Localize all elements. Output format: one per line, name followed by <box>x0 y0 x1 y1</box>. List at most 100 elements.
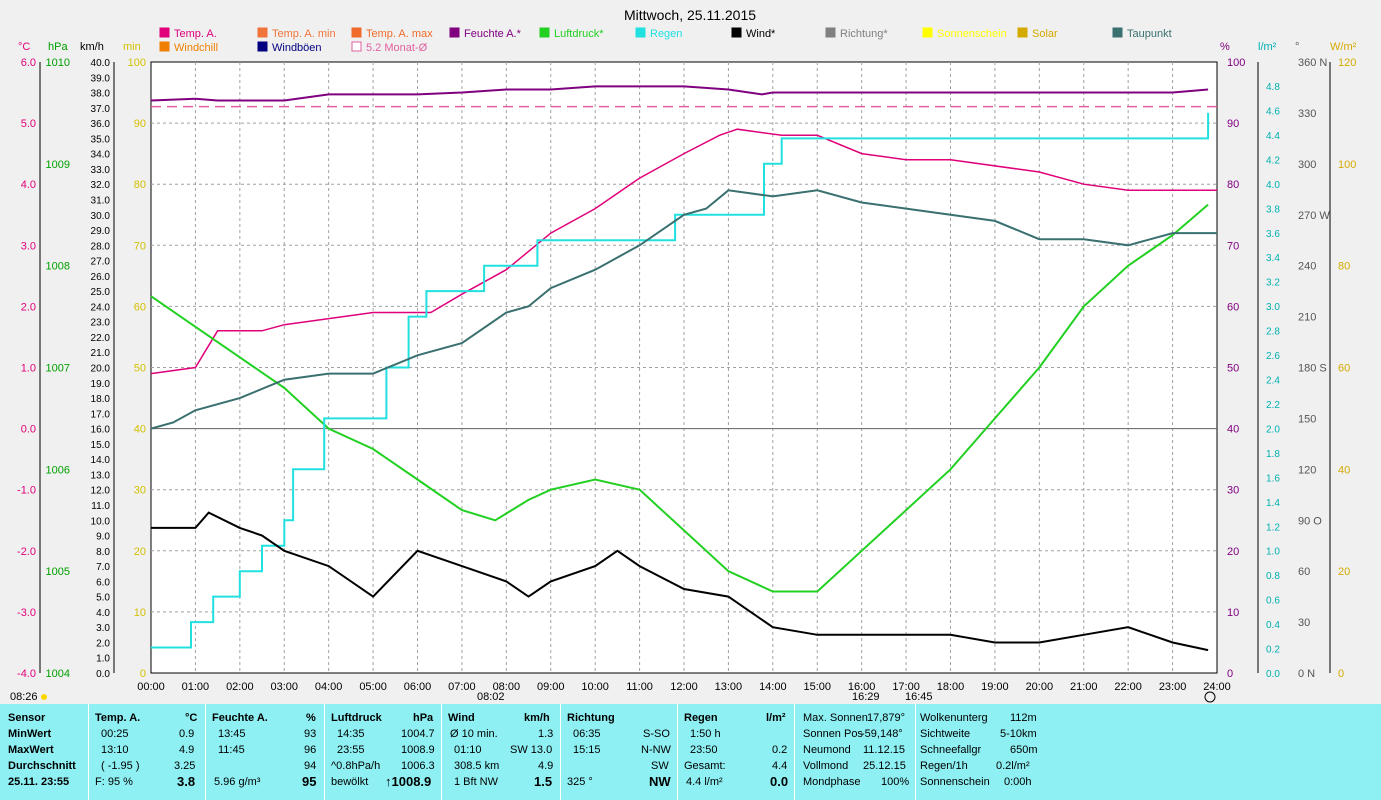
wolkenunterg-value: 112m <box>1010 712 1037 724</box>
wind-axis-tick: 27.0 <box>91 257 111 268</box>
legend-label: Wind* <box>746 28 776 40</box>
legend-label: 5.2 Monat-Ø <box>366 42 428 54</box>
humidity-axis-tick: 80 <box>1227 179 1239 191</box>
sun-axis-tick: 50 <box>134 363 146 375</box>
luftdruck-current-value: ↑1008.9 <box>385 774 432 789</box>
wind-axis-tick: 15.0 <box>91 440 111 451</box>
sun-axis-tick: 90 <box>134 118 146 130</box>
x-tick-label: 19:00 <box>981 681 1009 693</box>
x-tick-label: 11:00 <box>626 681 653 693</box>
x-axis: 00:00 01:00 02:00 03:00 04:00 05:00 06:00 07:00… <box>137 681 1231 693</box>
wind-axis-tick: 31.0 <box>91 195 111 206</box>
legend-label: Temp. A. <box>174 28 217 40</box>
rain-axis-tick: 4.6 <box>1266 106 1280 117</box>
x-tick-label: 08:00 <box>493 681 521 693</box>
wind-axis-tick: 25.0 <box>91 287 111 298</box>
temp-current-note: F: 95 % <box>95 776 133 788</box>
wind-axis-tick: 4.0 <box>96 608 110 619</box>
regen-total-label: Gesamt: <box>684 760 726 772</box>
max-sonnen-label: Max. Sonnen <box>803 712 868 724</box>
vollmond-label: Vollmond <box>803 760 849 772</box>
chart-series <box>150 85 1217 652</box>
luftdruck-avg-value: 1006.3 <box>401 760 435 772</box>
direction-axis-tick: 180 S <box>1298 363 1327 375</box>
legend-label: Richtung* <box>840 28 888 40</box>
x-tick-label: 24:00 <box>1203 681 1231 693</box>
x-tick-label: 13:00 <box>715 681 743 693</box>
solar-axis-tick: 20 <box>1338 566 1350 578</box>
wind-axis-tick: 12.0 <box>91 486 111 497</box>
x-tick-label: 10:00 <box>581 681 609 693</box>
luftdruck-forecast: bewölkt <box>331 776 369 788</box>
sensor-header: Sensor <box>8 712 46 724</box>
direction-axis-tick: 120 <box>1298 464 1316 476</box>
x-tick-label: 18:00 <box>937 681 965 693</box>
misc-column: Wolkenunterg 112m Sichtweite 5-10km Schn… <box>916 704 1038 800</box>
legend-label: Windböen <box>272 42 322 54</box>
rain-axis-tick: 3.4 <box>1266 253 1280 264</box>
direction-axis-tick: 330 <box>1298 108 1316 120</box>
sun-axis-tick: 40 <box>134 424 146 436</box>
rain-axis-tick: 1.6 <box>1266 473 1280 484</box>
legend-swatch <box>1017 27 1028 38</box>
day-end-icon <box>1204 691 1216 703</box>
minwert-label: MinWert <box>8 728 52 740</box>
luftdruck-max-value: 1008.9 <box>401 744 435 756</box>
x-tick-label: 03:00 <box>270 681 298 693</box>
schneefallgr-label: Schneefallgr <box>920 744 982 756</box>
direction-axis-tick: 90 O <box>1298 515 1322 527</box>
mondphase-value: 100% <box>881 776 910 788</box>
legend-label: Windchill <box>174 42 218 54</box>
rain-axis-tick: 1.4 <box>1266 498 1280 509</box>
sonnenschein-value: 0:00h <box>1004 776 1032 788</box>
sonnen-pos-value: -59,148° <box>861 728 903 740</box>
x-tick-label: 20:00 <box>1026 681 1054 693</box>
chart-title: Mittwoch, 25.11.2015 <box>624 7 756 23</box>
regen1h-label: Regen/1h <box>920 760 968 772</box>
legend-label: Luftdruck* <box>554 28 604 40</box>
sun-axis-tick: 100 <box>128 57 146 69</box>
rain-axis-tick: 3.0 <box>1266 302 1280 313</box>
legend-swatch <box>257 27 268 38</box>
rain-axis-tick: 2.6 <box>1266 351 1280 362</box>
unit-celsius: °C <box>18 41 30 53</box>
rain-axis-tick: 1.2 <box>1266 522 1280 533</box>
sichtweite-value: 5-10km <box>1000 728 1037 740</box>
pressure-axis-tick: 1005 <box>46 566 70 578</box>
legend-label: Regen <box>650 28 682 40</box>
temp-axis-tick: 2.0 <box>21 301 36 313</box>
feuchte-column: Feuchte A. % 13:45 93 11:45 96 94 5.96 g… <box>206 704 325 800</box>
richtung-min-time: 06:35 <box>573 728 601 740</box>
legend-swatch <box>635 27 646 38</box>
wind-header: Wind <box>448 712 475 724</box>
humidity-axis-tick: 90 <box>1227 118 1239 130</box>
series-line <box>150 189 1217 430</box>
rain-axis-tick: 0.8 <box>1266 571 1280 582</box>
wind-axis-tick: 23.0 <box>91 318 111 329</box>
rain-axis-tick: 0.0 <box>1266 669 1280 680</box>
right-axes: 10090807060504030201004.84.64.44.24.03.8… <box>1227 57 1356 680</box>
temp-axis-tick: 6.0 <box>21 57 36 69</box>
x-tick-label: 06:00 <box>404 681 432 693</box>
wind-axis-tick: 20.0 <box>91 364 111 375</box>
humidity-axis-tick: 100 <box>1227 57 1245 69</box>
direction-axis-tick: 150 <box>1298 413 1316 425</box>
x-tick-label: 21:00 <box>1070 681 1098 693</box>
humidity-axis-tick: 50 <box>1227 363 1239 375</box>
wind-axis-tick: 1.0 <box>96 654 110 665</box>
unit-wm2: W/m² <box>1330 41 1357 53</box>
humidity-axis-tick: 0 <box>1227 668 1233 680</box>
unit-kmh: km/h <box>80 41 104 53</box>
humidity-axis-tick: 40 <box>1227 424 1239 436</box>
solar-axis-tick: 120 <box>1338 57 1356 69</box>
temp-max-time: 13:10 <box>101 744 129 756</box>
luftdruck-max-time: 23:55 <box>337 744 365 756</box>
richtung-column: Richtung 06:35 S-SO 15:15 N-NW SW 325 ° … <box>561 704 678 800</box>
legend-swatch <box>159 27 170 38</box>
sun-axis-tick: 0 <box>140 668 146 680</box>
series-line <box>150 85 1209 102</box>
richtung-max-time: 15:15 <box>573 744 601 756</box>
temp-avg-value: 3.25 <box>174 760 196 772</box>
wind-axis-tick: 14.0 <box>91 455 111 466</box>
wind-axis-tick: 18.0 <box>91 394 111 405</box>
